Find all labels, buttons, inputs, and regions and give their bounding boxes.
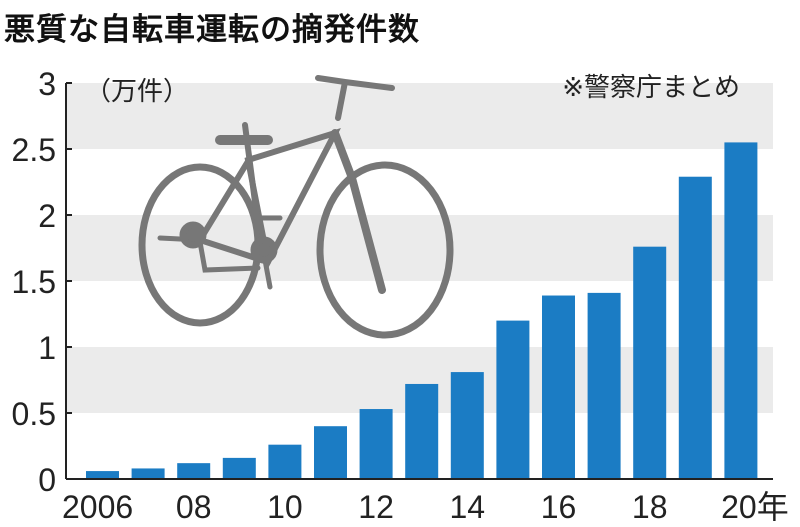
bar-2007	[131, 468, 165, 479]
y-tick-label: 0	[38, 462, 56, 498]
x-tick-label: 12	[358, 489, 394, 525]
bar-2009	[222, 457, 256, 479]
bar-2006	[86, 471, 119, 479]
bar-2014	[450, 372, 484, 479]
bar-2013	[405, 383, 439, 479]
source-note: ※警察庁まとめ	[562, 73, 740, 103]
x-tick-label: 2006	[62, 489, 133, 525]
x-tick-label: 20年	[721, 489, 789, 525]
x-tick-label: 16	[541, 489, 577, 525]
bar-2008	[177, 463, 211, 479]
y-tick-label: 3	[38, 66, 56, 102]
bar-2015	[496, 320, 530, 479]
y-tick-label: 2.5	[12, 132, 56, 168]
bar-2016	[542, 295, 575, 479]
bar-2010	[268, 444, 302, 479]
x-tick-label: 18	[632, 489, 668, 525]
bar-2020	[724, 142, 758, 479]
bicycle-icon	[138, 75, 454, 339]
y-tick-label: 1	[38, 330, 56, 366]
bar-2018	[633, 246, 667, 479]
y-tick-label: 1.5	[12, 264, 56, 300]
bar-2011	[314, 426, 347, 479]
gridline-band	[66, 83, 773, 149]
y-tick-label: 0.5	[12, 396, 56, 432]
bar-2012	[359, 409, 393, 479]
bar-2019	[678, 176, 712, 479]
x-tick-label: 08	[176, 489, 212, 525]
y-axis-unit-label: （万件）	[85, 77, 189, 107]
y-tick-label: 2	[38, 198, 56, 234]
chart-title: 悪質な自転車運転の摘発件数	[4, 12, 420, 48]
gridline-band	[66, 215, 773, 281]
x-tick-label: 14	[450, 489, 486, 525]
bar-2017	[587, 292, 621, 479]
x-tick-label: 10	[267, 489, 303, 525]
